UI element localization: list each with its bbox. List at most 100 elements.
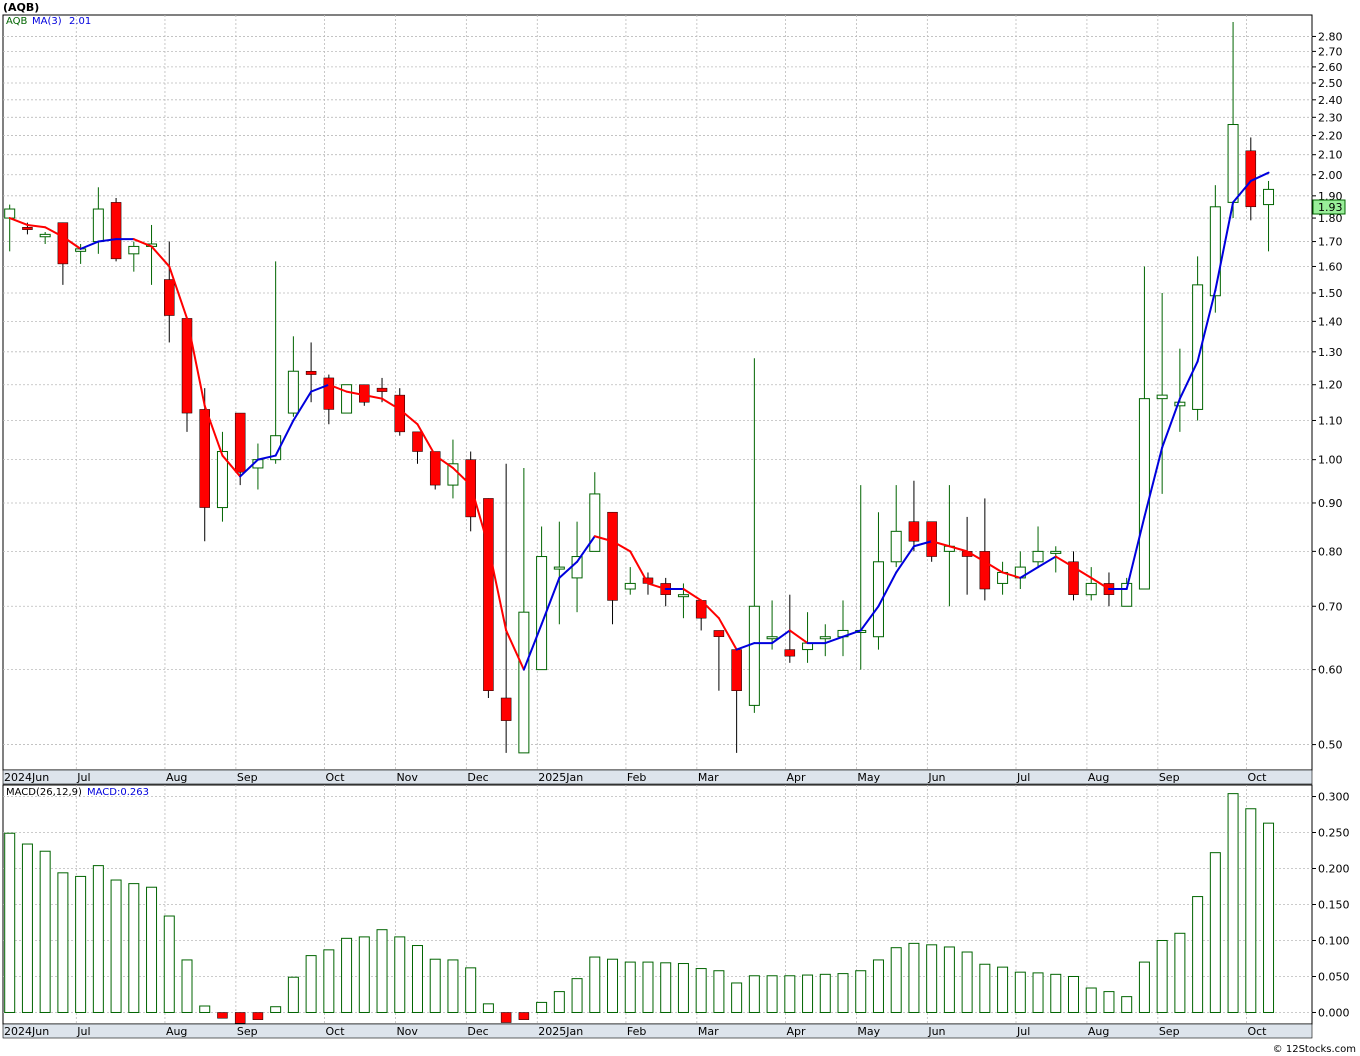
candle xyxy=(110,198,122,262)
ma-segment xyxy=(877,571,898,608)
macd-bar xyxy=(553,991,565,1013)
month-label: Aug xyxy=(1088,1025,1109,1038)
month-label: Sep xyxy=(237,771,258,784)
month-label: 2024Jun xyxy=(4,1025,49,1038)
price-tick-label: 2.10 xyxy=(1318,149,1343,162)
candle-body-up xyxy=(553,566,565,570)
ma-segment xyxy=(576,535,596,563)
month-label: May xyxy=(857,1025,880,1038)
price-tick-label: 2.70 xyxy=(1318,45,1343,58)
candle-body-up xyxy=(1050,550,1062,554)
candle-body-down xyxy=(164,279,175,316)
ma-segment xyxy=(912,540,933,548)
candle xyxy=(1050,546,1062,573)
macd-bar xyxy=(1192,896,1204,1013)
price-legend: AQB MA(3) 2.01 xyxy=(6,16,91,27)
macd-bar xyxy=(447,959,459,1013)
macd-bar xyxy=(1121,996,1133,1013)
candle xyxy=(607,511,618,625)
ma-segment xyxy=(487,545,508,632)
candle xyxy=(819,624,831,657)
candle xyxy=(926,521,937,562)
candle xyxy=(979,498,991,601)
macd-bar xyxy=(217,1012,228,1019)
macd-bar xyxy=(926,944,938,1013)
price-tick-label: 0.60 xyxy=(1318,664,1343,677)
candle-body-down xyxy=(305,370,317,375)
price-tick-label: 2.50 xyxy=(1318,77,1343,90)
price-tick-label: 0.80 xyxy=(1318,545,1343,558)
chart-symbol-title: (AQB) xyxy=(3,1,39,14)
candle xyxy=(908,480,920,552)
ma-segment xyxy=(558,560,579,579)
candle xyxy=(341,384,353,414)
price-tick-label: 1.80 xyxy=(1318,212,1343,225)
candle xyxy=(429,451,441,490)
candle xyxy=(483,498,494,698)
macd-bar xyxy=(199,1005,211,1013)
month-label: Feb xyxy=(627,771,646,784)
candle-body-up xyxy=(92,208,104,243)
ma-segment xyxy=(948,545,969,553)
candle xyxy=(412,431,423,464)
candle-body-down xyxy=(784,649,796,657)
month-label: Jun xyxy=(927,1025,945,1038)
ma-segment xyxy=(859,605,880,632)
legend-symbol: AQB xyxy=(6,16,28,27)
macd-y-axis: 0.000 0.050 0.100 0.150 0.200 0.250 0.300 xyxy=(1312,791,1350,1019)
candle xyxy=(624,567,636,595)
ma-segment xyxy=(1214,201,1235,292)
macd-bar xyxy=(39,850,51,1013)
candle-body-up xyxy=(1032,550,1044,563)
ma-segment xyxy=(416,423,437,457)
macd-bar xyxy=(660,962,672,1013)
ma-segment xyxy=(1019,566,1040,579)
price-tick-label: 0.90 xyxy=(1318,497,1343,510)
candle-body-up xyxy=(216,451,228,509)
macd-bar xyxy=(624,961,636,1013)
ma-segment xyxy=(1054,555,1075,569)
macd-bar xyxy=(234,1012,246,1024)
price-tick-label: 1.40 xyxy=(1318,315,1343,328)
price-tick-label: 1.50 xyxy=(1318,287,1343,300)
macd-bar xyxy=(731,982,743,1013)
candle-body-up xyxy=(1156,394,1168,400)
candle-body-up xyxy=(128,245,140,255)
macd-bar xyxy=(252,1012,264,1020)
ma-segment xyxy=(132,238,153,248)
candle xyxy=(128,241,140,272)
candle xyxy=(1032,526,1044,568)
candle xyxy=(323,374,335,425)
macd-bar xyxy=(979,963,991,1013)
candle-body-up xyxy=(571,556,583,579)
candle xyxy=(713,630,725,691)
ma-segment xyxy=(1001,571,1022,579)
last-price-box xyxy=(1312,199,1346,215)
ma-segment xyxy=(26,223,47,229)
month-label: Oct xyxy=(1247,1025,1267,1038)
macd-bar xyxy=(323,949,335,1013)
ma-segment xyxy=(150,245,171,268)
ma-segment xyxy=(717,617,738,651)
candle xyxy=(57,222,69,285)
month-label: Nov xyxy=(396,1025,418,1038)
month-label: Aug xyxy=(1088,771,1109,784)
ma-segment xyxy=(700,599,720,620)
price-tick-label: 1.10 xyxy=(1318,414,1343,427)
macd-bar xyxy=(677,963,689,1013)
macd-bar xyxy=(1138,961,1150,1013)
ma-segment xyxy=(292,390,313,422)
candle xyxy=(39,231,51,244)
candle xyxy=(872,512,884,650)
ma-segment xyxy=(1125,515,1146,591)
macd-bar xyxy=(305,955,317,1013)
macd-bar xyxy=(997,966,1009,1013)
ma-segment xyxy=(398,408,419,426)
month-label: Jul xyxy=(1016,1025,1030,1038)
ma-segment xyxy=(274,419,295,457)
candle-body-up xyxy=(39,233,51,238)
candle-body-down xyxy=(979,551,991,590)
macd-bar xyxy=(872,959,884,1013)
price-tick-label: 1.00 xyxy=(1318,454,1343,467)
